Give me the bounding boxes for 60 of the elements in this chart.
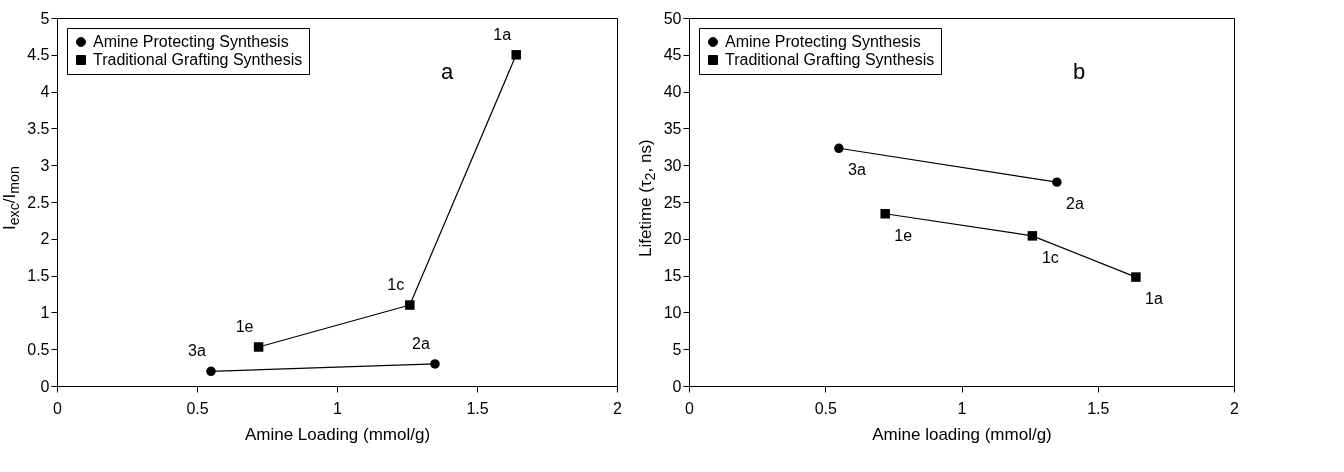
- y-tick-label: 3.5: [27, 119, 50, 137]
- x-tick-label: 2: [613, 399, 623, 417]
- x-axis-title: Amine loading (mmol/g): [872, 424, 1052, 444]
- point: [206, 366, 217, 377]
- point: [880, 209, 890, 219]
- x-tick-label: 1: [333, 399, 343, 417]
- y-tick-label: 0.5: [27, 340, 50, 358]
- y-tick-label: 10: [663, 303, 682, 321]
- y-tick-label: 50: [663, 9, 682, 27]
- point: [405, 300, 415, 310]
- point: [1051, 177, 1062, 187]
- y-tick-label: 25: [663, 193, 682, 211]
- annotation: 1a: [493, 25, 512, 43]
- y-tick-label: 1: [40, 303, 50, 321]
- y-tick-label: 2.5: [27, 193, 50, 211]
- y-tick-label: 0: [672, 377, 682, 395]
- point: [833, 143, 844, 154]
- annotation: 1c: [1041, 248, 1059, 266]
- annotation: 1a: [1144, 290, 1163, 308]
- annotation: 2a: [1065, 195, 1084, 213]
- point: [1027, 231, 1037, 241]
- y-tick-label: 4: [40, 83, 50, 101]
- annotation: 3a: [847, 161, 866, 179]
- annotation: a: [441, 59, 455, 84]
- y-tick-label: 15: [663, 267, 682, 285]
- x-tick-label: 0.5: [814, 399, 837, 417]
- y-tick-label: 45: [663, 46, 682, 64]
- point: [254, 342, 264, 352]
- annotation: b: [1072, 59, 1085, 84]
- x-tick-label: 2: [1229, 399, 1239, 417]
- legend-label: Traditional Grafting Synthesis: [93, 51, 303, 68]
- x-tick-label: 0: [53, 399, 63, 417]
- y-tick-label: 35: [663, 119, 682, 137]
- legend-label: Amine Protecting Synthesis: [93, 33, 290, 50]
- y-tick-label: 5: [672, 340, 682, 358]
- x-tick-label: 0: [684, 399, 694, 417]
- x-axis-title: Amine Loading (mmol/g): [245, 424, 431, 444]
- point: [1130, 272, 1141, 282]
- annotation: 1e: [894, 226, 912, 244]
- y-tick-label: 0: [40, 377, 50, 395]
- annotation: 1e: [236, 317, 254, 335]
- y-tick-label: 4.5: [27, 46, 50, 64]
- point: [430, 359, 441, 369]
- x-tick-label: 1.5: [466, 399, 490, 417]
- y-tick-label: 40: [663, 83, 682, 101]
- x-tick-label: 1.5: [1086, 399, 1110, 417]
- x-tick-label: 0.5: [186, 399, 210, 417]
- y-tick-label: 3: [40, 156, 50, 174]
- y-tick-label: 30: [663, 156, 682, 174]
- legend-label: Traditional Grafting Synthesis: [724, 51, 935, 68]
- annotation: 3a: [188, 342, 207, 360]
- y-tick-label: 5: [40, 9, 50, 27]
- point: [511, 50, 522, 60]
- x-tick-label: 1: [957, 399, 967, 417]
- y-tick-label: 1.5: [27, 267, 50, 285]
- legend-label: Amine Protecting Synthesis: [724, 33, 921, 50]
- annotation: 1c: [387, 276, 405, 294]
- y-tick-label: 20: [663, 230, 682, 248]
- annotation: 2a: [412, 334, 431, 352]
- y-tick-label: 2: [40, 230, 50, 248]
